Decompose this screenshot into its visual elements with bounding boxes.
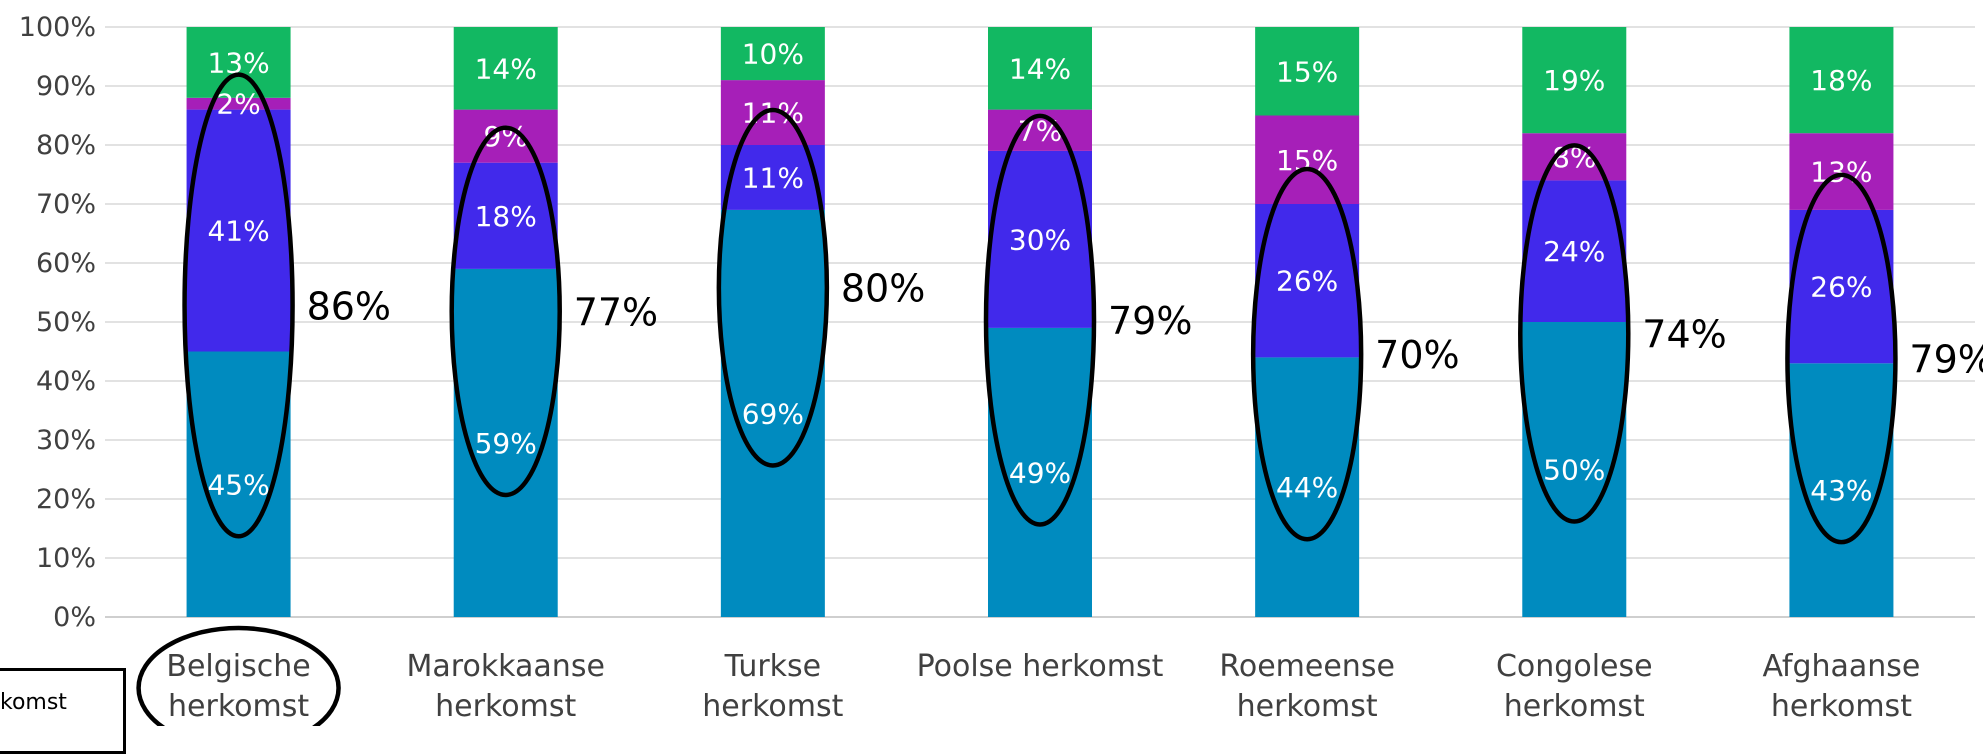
bar-segment [186, 27, 291, 98]
category-label: Marokkaanse herkomst [407, 649, 605, 724]
data-label: 14% [1009, 52, 1071, 85]
highlight-ellipse [1785, 172, 1898, 545]
bar-segment [453, 162, 558, 269]
y-tick-label: 10% [36, 543, 96, 574]
category-label: Congolese herkomst [1496, 649, 1653, 724]
y-tick-label: 20% [36, 484, 96, 515]
bar-segment [1522, 180, 1627, 322]
x-axis: Belgische herkomst Marokkaanse herkomst Turk… [166, 649, 1920, 724]
y-tick-label: 80% [36, 130, 96, 161]
bar-segment [720, 209, 825, 617]
total-label: 80% [841, 267, 925, 311]
total-label: 79% [1108, 299, 1192, 343]
bar-segment [453, 268, 558, 617]
bar-segment [1255, 357, 1360, 617]
highlight-ellipse [983, 113, 1097, 527]
y-tick-label: 30% [36, 425, 96, 456]
total-label: 77% [574, 290, 658, 334]
data-label: 24% [1543, 235, 1605, 268]
highlight-ellipse [182, 72, 295, 539]
y-tick-label: 100% [19, 12, 96, 43]
data-label: 43% [1810, 474, 1872, 507]
data-label: 30% [1009, 223, 1071, 256]
data-label: 26% [1276, 265, 1338, 298]
data-label: 11% [742, 161, 804, 194]
bar-segment [186, 97, 291, 110]
bar-segment [1789, 209, 1894, 364]
bar-segment [1789, 133, 1894, 210]
highlight-ellipse [716, 107, 830, 468]
data-label: 2% [216, 88, 260, 121]
y-axis: 0% 10% 20% 30% 40% 50% 60% 70% 80% 90% 100% [19, 12, 96, 633]
bar-segment [1255, 27, 1360, 116]
total-label: 79% [1909, 338, 1983, 382]
category-label: Belgische herkomst [166, 649, 310, 724]
y-tick-label: 0% [53, 602, 96, 633]
category-highlight-ellipse [136, 625, 341, 726]
data-label: 14% [475, 52, 537, 85]
data-label: 13% [1810, 156, 1872, 189]
bar-segment [186, 109, 291, 352]
stacked-bar-chart: 0% 10% 20% 30% 40% 50% 60% 70% 80% 90% 100% 45% 41%… [19, 12, 1983, 726]
y-tick-label: 50% [36, 307, 96, 338]
data-label: 15% [1276, 55, 1338, 88]
data-label: 41% [207, 215, 269, 248]
bar-segment [453, 27, 558, 110]
data-label: 59% [475, 427, 537, 460]
data-label: 15% [1276, 144, 1338, 177]
data-label: 45% [207, 468, 269, 501]
data-label: 18% [475, 200, 537, 233]
data-label: 50% [1543, 454, 1605, 487]
data-label: 44% [1276, 471, 1338, 504]
y-tick-label: 70% [36, 189, 96, 220]
bar-segment [1789, 27, 1894, 134]
bar-segment [1522, 133, 1627, 181]
total-label: 74% [1642, 312, 1726, 356]
highlight-ellipse [1518, 143, 1631, 524]
total-labels: 86% 77% 80% 79% 70% 74% 79% [307, 267, 1983, 382]
bar-segment [988, 27, 1092, 110]
legend-label: komst [0, 690, 67, 715]
data-label: 49% [1009, 456, 1071, 489]
data-label: 7% [1018, 114, 1062, 147]
category-label: Roemeense herkomst [1219, 649, 1395, 724]
data-label: 26% [1810, 271, 1872, 304]
highlight-ellipses [136, 72, 1898, 726]
highlight-ellipse [1250, 166, 1364, 542]
category-label: Poolse herkomst [917, 649, 1164, 684]
bar-segment [1522, 322, 1627, 617]
data-label: 19% [1543, 64, 1605, 97]
data-label: 18% [1810, 64, 1872, 97]
y-tick-label: 60% [36, 248, 96, 279]
total-label: 86% [307, 284, 391, 328]
y-tick-label: 40% [36, 366, 96, 397]
highlight-ellipse [449, 125, 562, 498]
data-label: 10% [742, 38, 804, 71]
bar-segment [1255, 204, 1360, 358]
total-label: 70% [1375, 333, 1459, 377]
bar-segment [453, 109, 558, 163]
bar-segment [988, 150, 1092, 328]
bar-segment [1255, 115, 1360, 204]
bar-segment [1789, 363, 1894, 617]
data-label: 69% [742, 397, 804, 430]
bar-segment [720, 80, 825, 145]
category-label: Turkse herkomst [702, 649, 843, 724]
category-label: Afghaanse herkomst [1762, 649, 1920, 724]
y-tick-label: 90% [36, 71, 96, 102]
bar-segment [1522, 27, 1627, 134]
bar-segment [720, 27, 825, 81]
